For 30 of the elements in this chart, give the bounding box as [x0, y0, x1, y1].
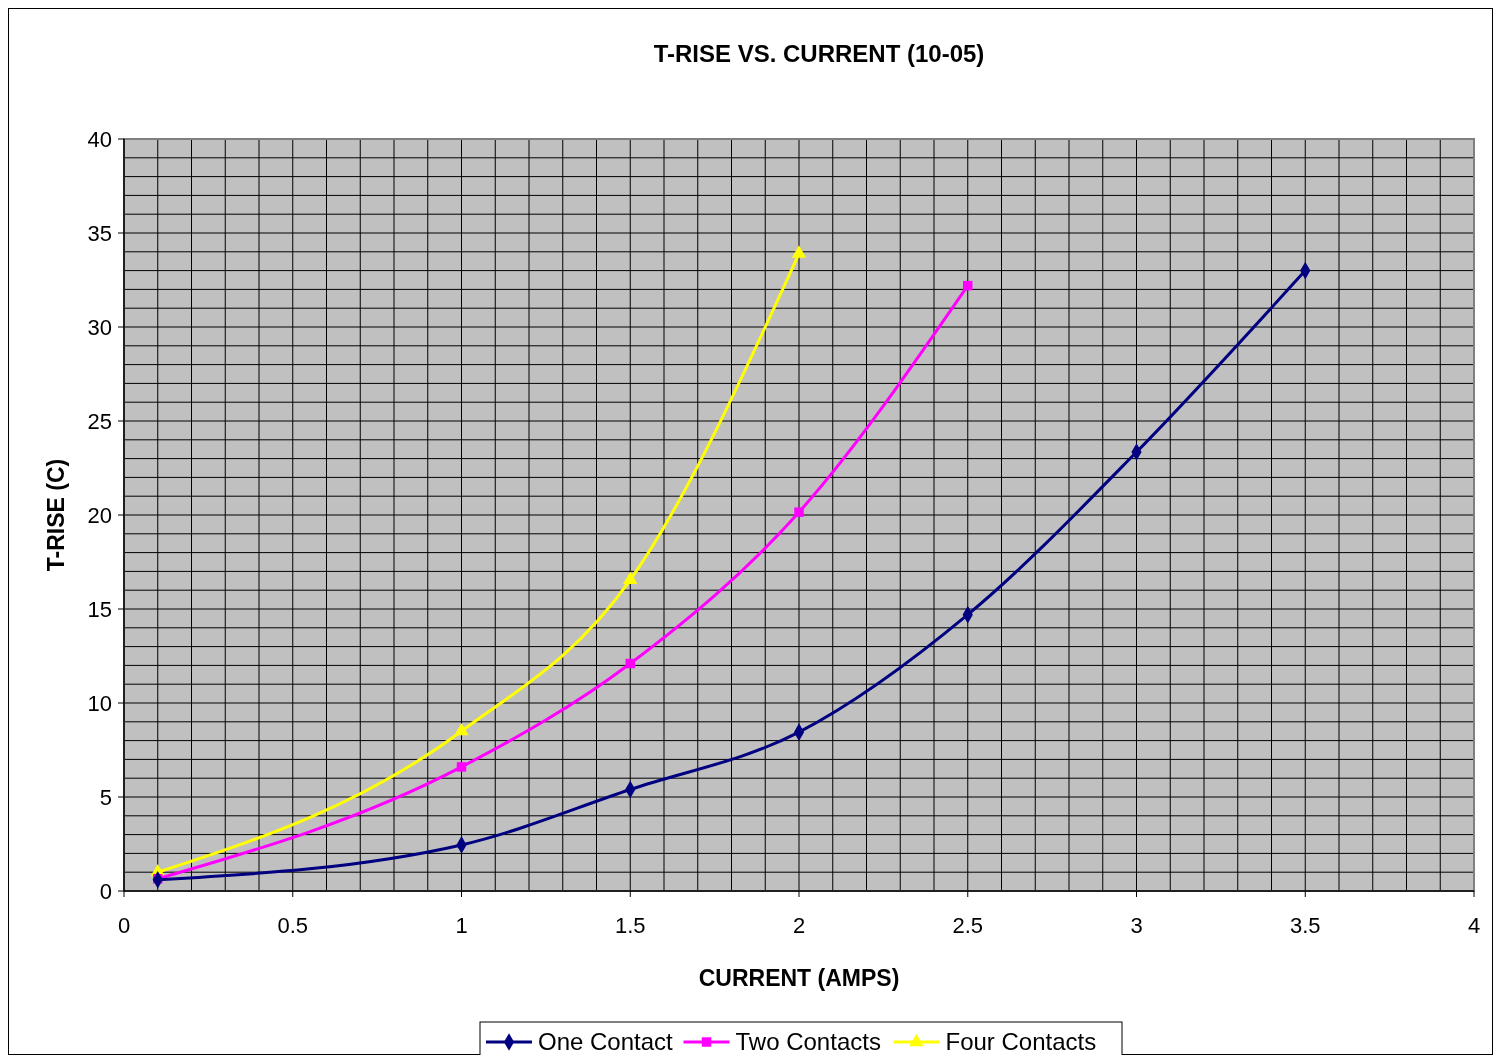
legend-label: Two Contacts: [735, 1028, 881, 1056]
x-tick-label: 0.5: [277, 913, 309, 938]
point: [963, 280, 973, 291]
x-tick-label: 4: [1467, 913, 1481, 938]
legend-label: Four Contacts: [945, 1028, 1097, 1056]
y-tick-label: 35: [87, 220, 112, 246]
x-axis-title: CURRENT (AMPS): [698, 965, 900, 991]
x-tick-label: 1.5: [614, 913, 646, 938]
y-tick-label: 5: [99, 784, 112, 810]
x-tick-label: 3.5: [1289, 913, 1321, 938]
x-tick-label: 3: [1130, 913, 1143, 938]
y-tick-label: 15: [87, 596, 112, 622]
y-tick-label: 10: [87, 690, 112, 716]
chart-title: T-RISE VS. CURRENT (10-05): [653, 40, 985, 67]
y-tick-label: 40: [87, 126, 112, 152]
point: [625, 658, 635, 669]
y-axis-title: T-RISE (C): [43, 458, 69, 572]
legend-label: One Contact: [538, 1028, 674, 1056]
point: [791, 245, 807, 258]
x-tick-label: 2: [792, 913, 806, 938]
y-tick-label: 20: [87, 502, 112, 528]
point: [456, 762, 467, 772]
x-tick-label: 1: [455, 913, 468, 938]
x-tick-label: 2.5: [952, 913, 984, 938]
point: [794, 507, 804, 517]
y-tick-label: 30: [87, 314, 112, 340]
y-tick-label: 25: [87, 408, 112, 434]
x-tick-label: 0: [117, 913, 131, 938]
y-tick-label: 0: [99, 878, 112, 904]
point: [623, 571, 638, 585]
